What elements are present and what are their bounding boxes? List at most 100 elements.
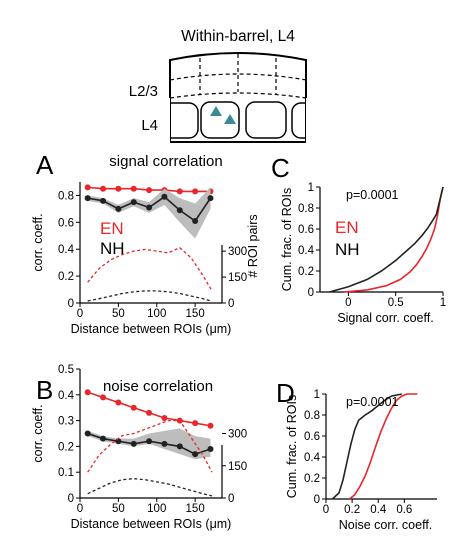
data-point-en — [192, 420, 199, 427]
barrel-center — [200, 101, 240, 139]
x-tick-label: 100 — [147, 503, 166, 515]
schematic-cover-left — [150, 98, 170, 144]
data-point-en — [161, 415, 168, 422]
series-line-nh-pairs — [87, 290, 213, 302]
x-tick-label: 150 — [186, 308, 205, 320]
neuron-triangle-2 — [224, 114, 236, 124]
panel-letter-c: C — [271, 153, 290, 183]
data-point-nh — [207, 445, 214, 452]
data-point-nh — [192, 217, 199, 224]
series-line-nh — [331, 393, 402, 500]
panel-letter-a: A — [36, 150, 54, 180]
signal-correlation-plot: 0 50 100 150 0 0.2 0.4 0.6 0.8 0 150 300# ROI pairs… — [31, 182, 260, 336]
schematic-label-l23: L2/3 — [129, 83, 158, 100]
x-tick-label: 0.2 — [344, 504, 360, 516]
series-line-en — [343, 186, 444, 293]
data-point-nh — [176, 443, 183, 450]
y2-tick-label: 0 — [228, 298, 234, 310]
y2-tick-label: 300 — [228, 246, 247, 258]
y-axis-label: Cum. frac. of ROIs — [285, 395, 299, 499]
neuron-triangle-1 — [210, 106, 222, 116]
y2-tick-label: 0 — [228, 493, 234, 505]
panel-title-b: noise correlation — [103, 378, 213, 395]
y2-tick-label: 150 — [228, 461, 247, 473]
signal-cumulative-plot: 0 0.5 1 0 0.2 0.4 0.6 0.8 1 Signal corr. coeff. Cu… — [280, 182, 446, 325]
x-axis-label: Signal corr. coeff. — [337, 311, 433, 325]
x-axis-label: Distance between ROIs (μm) — [71, 322, 232, 336]
legend-en: EN — [100, 219, 124, 238]
y-tick-label: 0.6 — [304, 431, 320, 443]
x-tick-label: 1 — [440, 297, 446, 309]
x-tick-label: 0.4 — [370, 504, 387, 516]
legend-c-nh: NH — [335, 240, 360, 259]
series-line-en-pairs — [87, 419, 213, 473]
y2-tick-label: 150 — [228, 272, 247, 284]
series-line-nh — [329, 186, 444, 293]
x-axis-label: Noise corr. coeff. — [339, 518, 433, 532]
data-point-en — [84, 389, 91, 396]
x-tick-label: 0 — [345, 297, 351, 309]
y-axis-label: Cum. frac. of ROIs — [280, 188, 294, 292]
data-point-nh — [100, 435, 107, 442]
y2-axis-label: # ROI pairs — [246, 214, 260, 277]
y-tick-label: 0.2 — [304, 473, 320, 485]
panel-title-a: signal correlation — [109, 153, 222, 170]
noise-correlation-plot: 0 50 100 150 0 0.1 0.2 0.3 0.4 0.5 0 150 300 Distance… — [31, 364, 247, 531]
barrel-schematic: Within-barrel, L4 L2/3 L4 — [129, 28, 326, 144]
y-tick-label: 0.8 — [298, 203, 314, 215]
data-point-nh — [84, 195, 91, 202]
schematic-title: Within-barrel, L4 — [181, 28, 295, 45]
y-tick-label: 1 — [308, 182, 314, 194]
data-point-nh — [146, 204, 153, 211]
sem-band-nh — [87, 187, 211, 239]
data-point-nh — [130, 440, 137, 447]
panel-letter-d: D — [276, 378, 295, 408]
x-tick-label: 0 — [323, 504, 329, 516]
y-tick-label: 0 — [314, 494, 320, 506]
data-point-nh — [161, 193, 168, 200]
y-tick-label: 0.4 — [298, 245, 315, 257]
layer-boundary-upper — [169, 73, 307, 81]
data-point-en — [146, 409, 153, 416]
schematic-label-l4: L4 — [141, 117, 158, 134]
data-point-en — [130, 404, 137, 411]
pvalue-c: p=0.0001 — [346, 188, 399, 202]
data-point-en — [100, 394, 107, 401]
y-tick-label: 0.2 — [58, 271, 74, 283]
y-tick-label: 0.6 — [298, 224, 314, 236]
data-point-en — [115, 399, 122, 406]
y-tick-label: 0 — [68, 493, 74, 505]
x-tick-label: 50 — [112, 308, 125, 320]
data-point-en — [130, 185, 137, 192]
x-tick-label: 0 — [77, 308, 83, 320]
y-tick-label: 0.8 — [58, 190, 74, 202]
data-point-nh — [100, 197, 107, 204]
y-tick-label: 0.6 — [58, 217, 74, 229]
y-tick-label: 0.1 — [58, 467, 74, 479]
data-point-nh — [192, 451, 199, 458]
y-tick-label: 0.5 — [58, 364, 74, 376]
y-tick-label: 0.4 — [58, 244, 75, 256]
legend-c-en: EN — [335, 218, 359, 237]
y2-tick-label: 300 — [228, 429, 247, 441]
data-point-nh — [176, 207, 183, 214]
data-point-en — [146, 187, 153, 194]
x-tick-label: 0.5 — [388, 297, 404, 309]
pvalue-d: p=0.0001 — [346, 395, 399, 409]
y-axis-label: corr. coeff. — [31, 213, 45, 271]
data-point-nh — [84, 430, 91, 437]
data-point-en — [84, 184, 91, 191]
y-tick-label: 0.4 — [304, 452, 321, 464]
noise-cumulative-plot: 0 0.2 0.4 0.6 0 0.2 0.4 0.6 0.8 1 Noise corr. coef… — [285, 389, 437, 532]
x-tick-label: 150 — [186, 503, 205, 515]
data-point-en — [192, 188, 199, 195]
x-axis-label: Distance between ROIs (μm) — [71, 517, 232, 531]
y-tick-label: 0.2 — [58, 441, 74, 453]
y-tick-label: 0.4 — [58, 390, 75, 402]
data-point-nh — [161, 440, 168, 447]
x-tick-label: 0.6 — [396, 504, 412, 516]
y-axis-label: corr. coeff. — [31, 404, 45, 462]
x-tick-label: 100 — [147, 308, 166, 320]
data-point-nh — [146, 438, 153, 445]
